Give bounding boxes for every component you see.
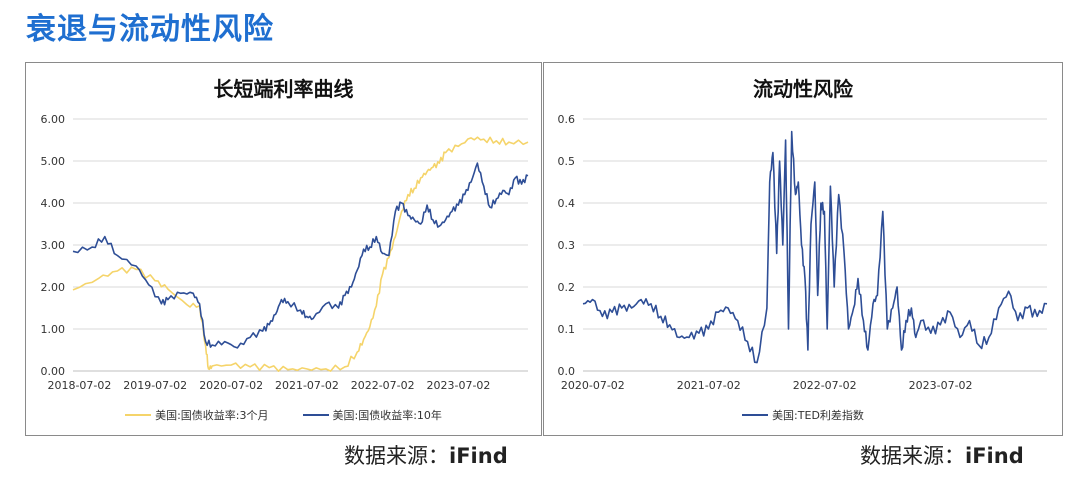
y-tick-label: 2.00: [41, 281, 66, 294]
y-tick-label: 4.00: [41, 197, 66, 210]
y-tick-label: 0.5: [558, 155, 576, 168]
y-tick-label: 0.00: [41, 365, 66, 378]
y-tick-label: 1.00: [41, 323, 66, 336]
source-label: 数据来源：: [860, 444, 965, 468]
y-tick-label: 0.2: [558, 281, 576, 294]
x-tick-label: 2021-07-02: [275, 379, 339, 392]
legend-item-3m: 美国:国债收益率:3个月: [125, 407, 269, 423]
legend-label-10y: 美国:国债收益率:10年: [332, 409, 442, 422]
y-tick-label: 3.00: [41, 239, 66, 252]
series-line-1: [72, 162, 529, 349]
y-tick-label: 0.1: [558, 323, 576, 336]
source-brand: iFind: [965, 444, 1024, 468]
x-tick-label: 2022-07-02: [793, 379, 857, 392]
y-tick-label: 0.0: [558, 365, 576, 378]
page-title: 衰退与流动性风险: [26, 12, 274, 47]
legend-swatch-10y: [302, 414, 329, 416]
x-tick-label: 2023-07-02: [426, 379, 490, 392]
y-tick-label: 6.00: [41, 113, 66, 126]
chart-panel-liquidity-risk: 流动性风险 0.0 0.1 0.2 0.3 0.4 0.5 0.6 2020-07-02 202…: [543, 62, 1063, 436]
y-tick-label: 5.00: [41, 155, 66, 168]
yield-curve-chart: 0.00 1.00 2.00 3.00 4.00 5.00 6.00 2018-07-02 20…: [41, 113, 529, 392]
x-tick-label: 2020-07-02: [199, 379, 263, 392]
source-brand: iFind: [449, 444, 508, 468]
y-tick-label: 0.4: [558, 197, 576, 210]
x-tick-label: 2018-07-02: [47, 379, 111, 392]
source-label: 数据来源：: [344, 444, 449, 468]
x-tick-label: 2022-07-02: [351, 379, 415, 392]
x-tick-label: 2019-07-02: [123, 379, 187, 392]
legend-swatch-3m: [125, 414, 152, 416]
series-line-0: [582, 130, 1048, 364]
series-line-0: [72, 136, 529, 372]
y-tick-label: 0.3: [558, 239, 576, 252]
x-tick-label: 2021-07-02: [677, 379, 741, 392]
x-tick-label: 2023-07-02: [909, 379, 973, 392]
legend-label-3m: 美国:国债收益率:3个月: [155, 409, 269, 422]
data-source-right: 数据来源：iFind: [860, 440, 1024, 470]
chart-legend: 美国:国债收益率:3个月 美国:国债收益率:10年: [26, 407, 541, 423]
legend-item-10y: 美国:国债收益率:10年: [302, 407, 442, 423]
chart-title: 流动性风险: [753, 77, 853, 101]
ted-spread-chart: 0.0 0.1 0.2 0.3 0.4 0.5 0.6 2020-07-02 2021-07-0…: [558, 113, 1048, 392]
legend-item-ted: 美国:TED利差指数: [742, 407, 864, 423]
legend-label-ted: 美国:TED利差指数: [772, 409, 864, 422]
y-tick-label: 0.6: [558, 113, 576, 126]
legend-swatch-ted: [742, 414, 769, 416]
data-source-left: 数据来源：iFind: [344, 440, 508, 470]
chart-legend: 美国:TED利差指数: [544, 407, 1062, 423]
chart-title: 长短端利率曲线: [213, 77, 354, 101]
x-tick-label: 2020-07-02: [561, 379, 625, 392]
chart-panel-yield-curve: 长短端利率曲线 0.00 1.00 2.00 3.00 4.00 5.00 6.00 2018…: [25, 62, 542, 436]
